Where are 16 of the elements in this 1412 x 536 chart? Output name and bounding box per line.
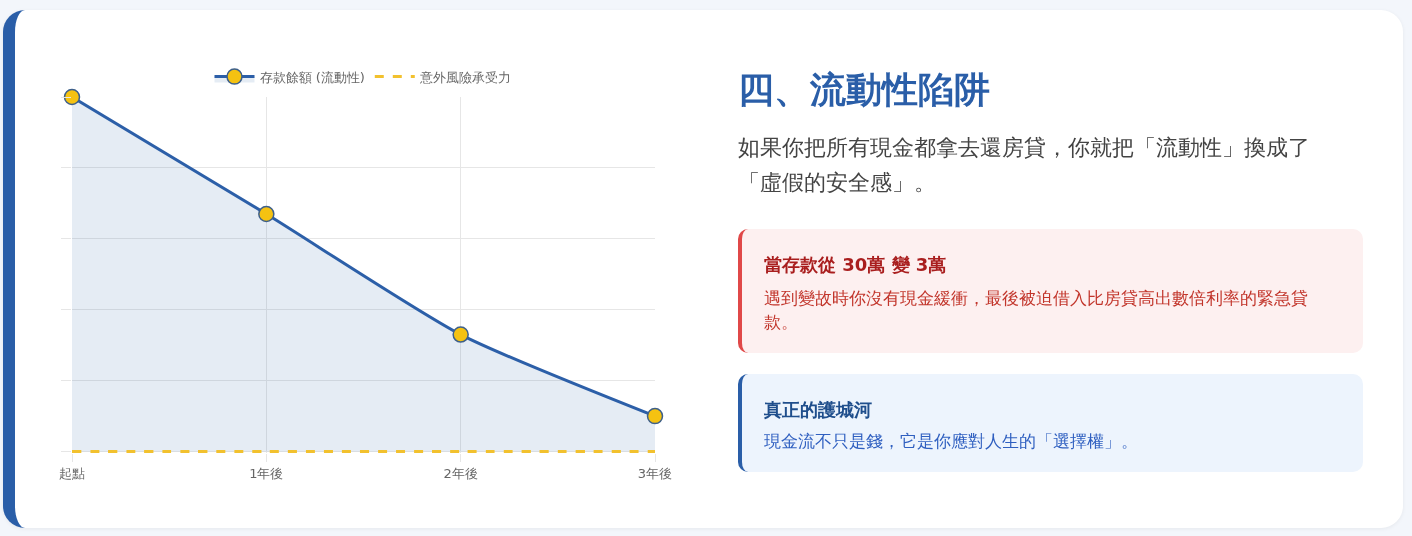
- x-tick-label: 3年後: [637, 465, 673, 481]
- text: 現金流不只是錢，它是你應對人生的「選擇權」。: [764, 430, 1139, 453]
- point: [646, 407, 664, 425]
- text: 當存款從 30萬 變 3萬: [764, 253, 948, 277]
- point: [258, 205, 275, 223]
- text: 真正的護城河: [764, 398, 873, 422]
- text: 四、流動性陷阱: [738, 68, 991, 111]
- x-tick-label: 2年後: [443, 465, 478, 481]
- legend-label: 存款餘額 (流動性): [259, 69, 365, 85]
- text: 如果你把所有現金都拿去還房貸，你就把「流動性」換成了「虛假的安全感」。: [738, 134, 1311, 197]
- point: [452, 326, 469, 343]
- legend-label: 意外風險承受力: [418, 69, 511, 85]
- x-tick-label: 起點: [59, 465, 85, 481]
- x-tick-label: 1年後: [249, 465, 284, 481]
- text: 遇到變故時你沒有現金緩衝，最後被迫借入比房貸高出數倍利率的緊急貸款。: [764, 287, 1309, 334]
- point: [63, 88, 81, 106]
